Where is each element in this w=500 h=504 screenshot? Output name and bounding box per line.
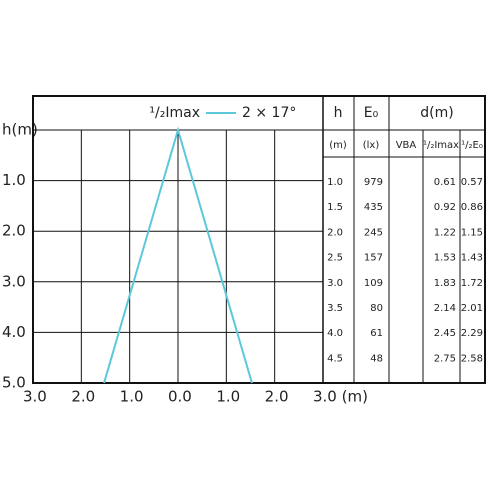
table-cell: 80 — [370, 303, 383, 314]
table-cell: 2.29 — [461, 328, 483, 339]
table-cell: 0.57 — [461, 177, 483, 188]
table-cell: 48 — [370, 353, 383, 364]
table-cell: 4.0 — [327, 328, 343, 339]
table-subheader: VBA — [396, 140, 417, 151]
table-cell: 2.58 — [461, 353, 483, 364]
table-cell: 245 — [364, 227, 383, 238]
table-header: E₀ — [364, 105, 379, 121]
table-cell: 1.0 — [327, 177, 343, 188]
table-cell: 1.43 — [461, 253, 483, 264]
beam-line — [103, 126, 253, 384]
y-tick-label: 4.0 — [2, 323, 26, 341]
table-cell: 157 — [364, 253, 383, 264]
x-tick-label: 2.0 — [265, 388, 289, 406]
table-cell: 2.45 — [434, 328, 456, 339]
table-cell: 2.14 — [434, 303, 456, 314]
table-cell: 3.0 — [327, 278, 343, 289]
table-subheader: ¹/₂Imax — [423, 140, 459, 151]
table-header: h — [334, 105, 343, 121]
y-tick-label: 2.0 — [2, 222, 26, 240]
table-cell: 0.86 — [461, 202, 483, 213]
table-cell: 435 — [364, 202, 383, 213]
table-cell: 0.61 — [434, 177, 456, 188]
table-cell: 1.22 — [434, 227, 456, 238]
x-tick-label: 2.0 — [71, 388, 95, 406]
table-cell: 1.15 — [461, 227, 483, 238]
table-cell: 1.5 — [327, 202, 343, 213]
legend-title: ¹/₂Imax — [149, 105, 200, 121]
table-cell: 109 — [364, 278, 383, 289]
table-header: d(m) — [420, 105, 453, 121]
y-tick-label: h(m) — [2, 121, 38, 139]
table-cell: 2.75 — [434, 353, 456, 364]
table-subheader: ¹/₂E₀ — [461, 140, 483, 151]
legend-label: 2 × 17° — [242, 105, 296, 121]
frame — [32, 95, 486, 384]
table-cell: 1.83 — [434, 278, 456, 289]
x-tick-label: 0.0 — [168, 388, 192, 406]
table-cell: 61 — [370, 328, 383, 339]
x-tick-label: 3.0 (m) — [313, 388, 368, 406]
table-subheader: (lx) — [363, 140, 380, 151]
table-subheader: (m) — [329, 140, 347, 151]
table-cell: 1.72 — [461, 278, 483, 289]
table-cell: 0.92 — [434, 202, 456, 213]
y-tick-label: 1.0 — [2, 171, 26, 189]
table-cell: 2.0 — [327, 227, 343, 238]
x-tick-label: 1.0 — [120, 388, 144, 406]
y-tick-label: 3.0 — [2, 272, 26, 290]
table-cell: 4.5 — [327, 353, 343, 364]
table-cell: 979 — [364, 177, 383, 188]
table-cell: 2.01 — [461, 303, 483, 314]
table-cell: 1.53 — [434, 253, 456, 264]
table-cell: 2.5 — [327, 253, 343, 264]
x-tick-label: 3.0 — [23, 388, 47, 406]
y-tick-label: 5.0 — [2, 374, 26, 392]
table-cell: 3.5 — [327, 303, 343, 314]
x-tick-label: 1.0 — [216, 388, 240, 406]
